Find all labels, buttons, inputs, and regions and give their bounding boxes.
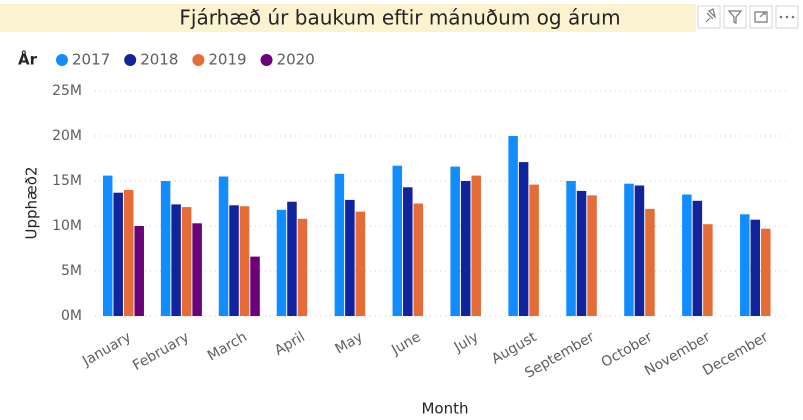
bar [192,223,202,316]
bar [287,201,297,316]
y-tick-label: 10M [52,218,82,234]
legend-swatch [192,54,205,66]
bar [171,204,181,316]
bar [761,228,771,316]
bar [123,190,134,316]
pin-icon [705,8,717,23]
bar [297,218,308,316]
bar [102,175,113,316]
legend-title: År [18,50,38,69]
bar [392,165,403,316]
focus-button[interactable] [749,5,773,29]
legend-label: 2019 [208,51,246,69]
bar [692,200,703,316]
bar [576,190,587,316]
x-axis-title: Month [421,400,468,418]
bar [703,224,713,316]
more-icon [779,15,795,19]
y-tick-label: 5M [61,263,82,279]
bar [508,136,518,316]
legend-swatch [124,54,137,66]
legend-label: 2018 [140,51,178,69]
bar [113,192,123,316]
bar [334,173,345,316]
y-tick-label: 0M [61,308,82,324]
bar [471,175,481,316]
title-band [0,4,696,32]
bar [518,162,529,316]
chart-title: Fjárhæð úr baukum eftir mánuðum og árum [179,6,620,30]
bar [250,256,260,316]
x-tick-label: December [700,329,771,379]
visual-toolbar [697,5,799,29]
bar [239,206,250,316]
legend-swatch [56,54,68,66]
bar [229,205,239,316]
bar [624,183,634,316]
bar [740,214,750,316]
x-tick-label: May [333,329,366,357]
y-tick-label: 15M [52,173,82,189]
legend-swatch [260,54,273,66]
filter-button[interactable] [723,5,747,29]
legend-label: 2017 [72,51,110,69]
bar [345,199,355,316]
bar [450,166,460,316]
bar [529,184,539,316]
bar [566,181,576,316]
focus-icon [754,11,768,23]
bar [276,209,287,316]
filter-icon [727,10,743,24]
bar [413,203,424,316]
bar [134,226,144,316]
bar [160,181,171,316]
bar [645,208,655,316]
bar [682,194,692,316]
bar [587,195,597,316]
bar [750,219,761,316]
y-axis-title: Upphæð2 [23,167,41,240]
x-tick-label: June [388,329,423,359]
x-tick-label: April [272,329,308,359]
bar [181,207,192,316]
x-tick-label: July [451,329,482,356]
x-tick-label: November [642,329,713,379]
y-tick-label: 20M [52,128,82,144]
y-tick-label: 25M [52,83,82,99]
pin-button[interactable] [697,5,721,29]
bar [403,187,413,316]
x-tick-label: February [130,329,192,374]
bar [355,211,366,316]
legend-label: 2020 [277,51,315,69]
bar [634,185,645,316]
bar [460,181,471,316]
x-tick-label: January [79,329,134,370]
x-tick-label: March [205,329,250,364]
bar [218,176,229,316]
